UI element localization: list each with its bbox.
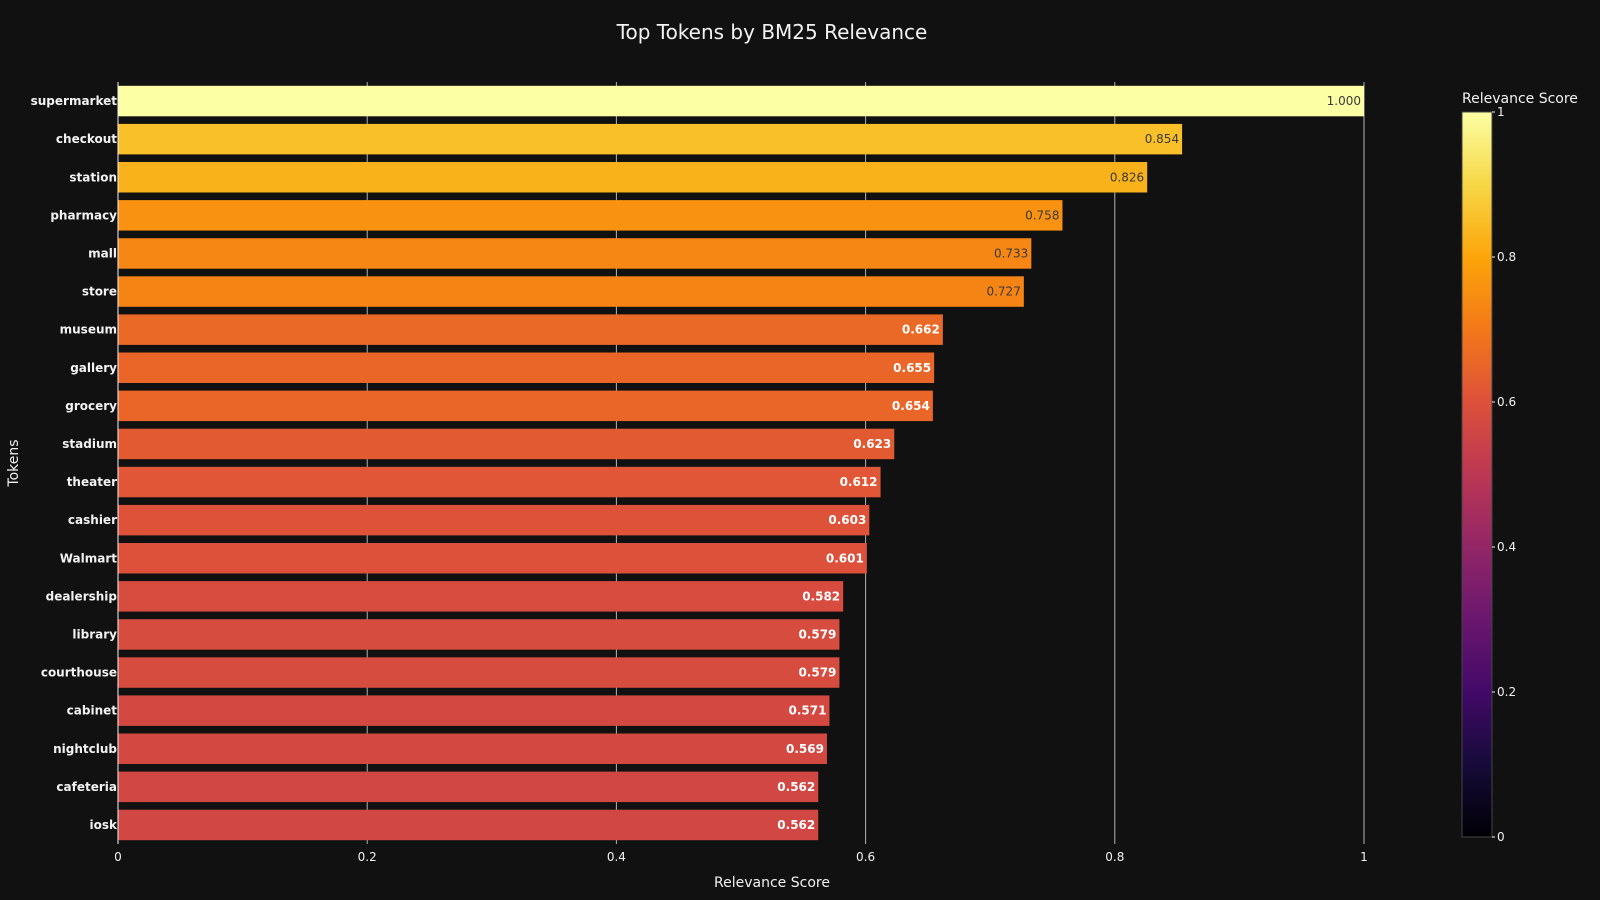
colorbar-tick-label: 0.2	[1497, 685, 1516, 699]
bar	[118, 504, 870, 536]
y-axis-title: Tokens	[6, 439, 22, 487]
bar-value-label: 0.601	[826, 551, 864, 565]
y-tick-label: Walmart	[60, 551, 118, 565]
bar-value-label: 0.654	[892, 399, 930, 413]
bar-value-label: 0.854	[1145, 132, 1179, 146]
bar	[118, 733, 827, 764]
y-tick-label: station	[69, 170, 117, 184]
y-tick-label: cabinet	[67, 704, 118, 718]
colorbar-tick-label: 0	[1497, 830, 1505, 844]
bar-value-label: 0.571	[788, 704, 826, 718]
bar-value-label: 0.579	[798, 666, 836, 680]
bar-value-label: 0.758	[1025, 208, 1059, 222]
bar	[118, 200, 1063, 231]
y-tick-label: library	[72, 627, 117, 641]
x-tick-labels: 0 0.2 0.4 0.6 0.8 1	[114, 850, 1368, 864]
y-tick-labels: supermarket checkout station pharmacy mall st…	[31, 94, 118, 832]
bar	[118, 162, 1148, 193]
bar-value-label: 0.612	[840, 475, 878, 489]
x-tick-label: 0.4	[607, 850, 626, 864]
bar	[118, 123, 1183, 155]
gridlines	[366, 82, 1365, 844]
colorbar-tick-label: 1	[1497, 105, 1505, 119]
y-tick-label: iosk	[90, 818, 119, 832]
bar-value-label: 0.655	[893, 361, 931, 375]
colorbar-tick-label: 0.6	[1497, 395, 1516, 409]
bar	[118, 238, 1032, 269]
colorbar-tick-label: 0.8	[1497, 250, 1516, 264]
chart-title: Top Tokens by BM25 Relevance	[616, 20, 928, 44]
y-tick-label: pharmacy	[50, 208, 117, 222]
bar-value-labels: 1.000 0.854 0.826 0.758 0.733 0.727 0.662 0.655…	[777, 94, 1361, 832]
y-tick-label: dealership	[46, 589, 118, 603]
bar	[118, 619, 840, 650]
bars	[118, 85, 1364, 841]
y-tick-label: courthouse	[41, 666, 117, 680]
bar	[118, 581, 844, 612]
bar-value-label: 0.603	[828, 513, 866, 527]
y-tick-label: checkout	[56, 132, 117, 146]
y-tick-label: gallery	[70, 361, 117, 375]
y-tick-label: museum	[60, 323, 117, 337]
bar	[118, 543, 867, 574]
y-tick-label: supermarket	[31, 94, 118, 108]
bar-value-label: 0.662	[902, 323, 940, 337]
bar-value-label: 0.582	[802, 589, 840, 603]
bar	[118, 314, 943, 345]
bar	[118, 276, 1024, 307]
bar-value-label: 0.569	[786, 742, 824, 756]
colorbar: Relevance Score 0 0.2 0.4 0.6 0.8 1	[1461, 91, 1578, 844]
bar	[118, 352, 935, 383]
bar	[118, 657, 840, 688]
bar-value-label: 0.727	[986, 285, 1020, 299]
colorbar-tick-label: 0.4	[1497, 540, 1516, 554]
bar-value-label: 0.562	[777, 818, 815, 832]
colorbar-gradient	[1461, 111, 1493, 838]
x-tick-label: 0.2	[358, 850, 377, 864]
bar	[118, 809, 819, 841]
bar	[118, 390, 933, 422]
y-tick-label: mall	[88, 246, 117, 260]
colorbar-title: Relevance Score	[1462, 91, 1578, 107]
colorbar-ticks: 0 0.2 0.4 0.6 0.8 1	[1492, 105, 1516, 844]
x-tick-label: 0.8	[1105, 850, 1124, 864]
x-tick-label: 0	[114, 850, 122, 864]
bar	[118, 428, 895, 460]
y-tick-label: cashier	[68, 513, 117, 527]
bar	[118, 771, 819, 803]
y-tick-label: store	[82, 285, 117, 299]
x-axis-title: Relevance Score	[714, 875, 830, 891]
y-tick-label: grocery	[65, 399, 117, 413]
bar-value-label: 0.733	[994, 246, 1028, 260]
bar-value-label: 0.579	[798, 627, 836, 641]
y-tick-label: cafeteria	[56, 780, 117, 794]
x-tick-label: 1	[1360, 850, 1368, 864]
bar	[118, 695, 830, 726]
y-tick-label: nightclub	[53, 742, 117, 756]
bar-value-label: 0.562	[777, 780, 815, 794]
y-tick-label: theater	[67, 475, 117, 489]
bar	[118, 466, 881, 498]
y-tick-label: stadium	[62, 437, 117, 451]
bar-value-label: 0.623	[853, 437, 891, 451]
bar-value-label: 0.826	[1110, 170, 1144, 184]
bar	[118, 85, 1364, 117]
bar-value-label: 1.000	[1327, 94, 1361, 108]
x-tick-label: 0.6	[856, 850, 875, 864]
